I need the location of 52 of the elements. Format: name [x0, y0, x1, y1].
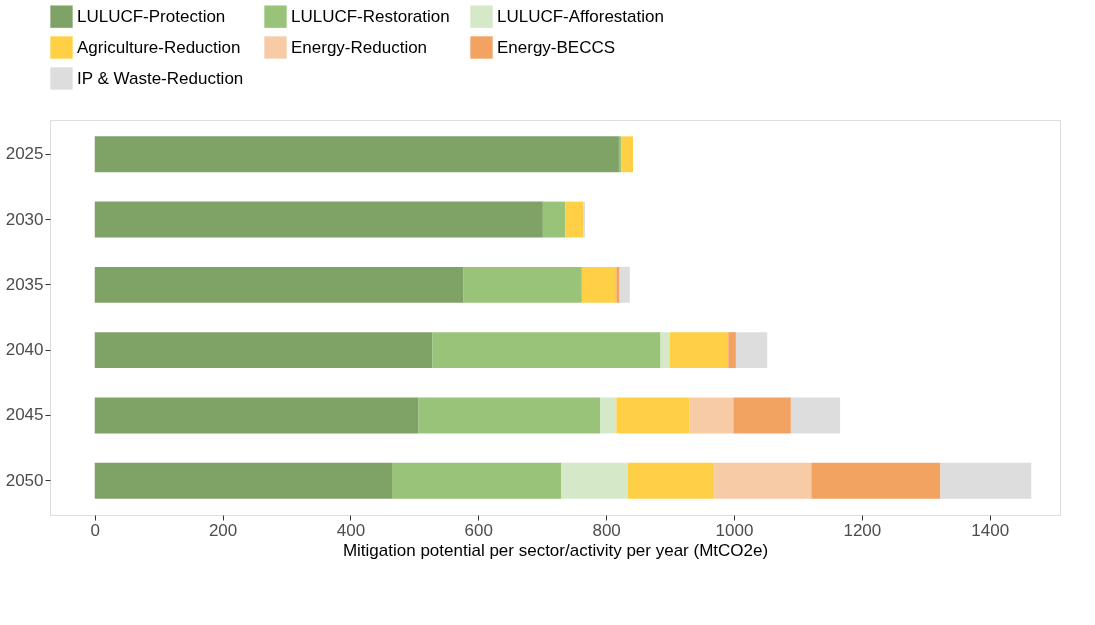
x-tick-label: 800 — [592, 520, 621, 540]
x-tick-label: 1200 — [843, 520, 882, 540]
bar — [811, 462, 941, 499]
bar — [581, 266, 617, 303]
x-tick-label: 400 — [336, 520, 366, 540]
bar — [616, 266, 620, 303]
bar — [790, 397, 841, 434]
bar — [94, 332, 433, 369]
bar — [689, 397, 734, 434]
bar — [733, 397, 791, 434]
bar — [418, 397, 601, 434]
legend-label: Energy-Reduction — [291, 37, 428, 57]
legend-label: LULUCF-Afforestation — [497, 6, 664, 26]
bar — [463, 266, 582, 303]
bar — [627, 462, 715, 499]
bar — [565, 201, 584, 238]
bar — [94, 266, 464, 303]
bar — [600, 397, 617, 434]
y-tick-label: 2050 — [5, 470, 44, 490]
bar — [714, 462, 812, 499]
bar — [616, 397, 690, 434]
bar — [735, 332, 768, 369]
y-tick-label: 2025 — [5, 144, 44, 164]
legend-label: LULUCF-Restoration — [291, 6, 450, 26]
bar — [561, 462, 628, 499]
legend-label: Energy-BECCS — [497, 37, 616, 57]
bar — [621, 136, 633, 173]
bar — [669, 332, 729, 369]
bar — [542, 201, 566, 238]
bar — [728, 332, 736, 369]
y-tick-label: 2045 — [5, 405, 44, 425]
bar — [94, 397, 419, 434]
y-tick-label: 2035 — [5, 274, 44, 294]
x-tick-label: 0 — [90, 520, 100, 540]
x-tick-label: 600 — [464, 520, 493, 540]
x-tick-label: 1400 — [971, 520, 1010, 540]
y-tick-label: 2030 — [5, 209, 44, 229]
bar — [94, 462, 392, 499]
x-tick-label: 1000 — [715, 520, 754, 540]
bar — [94, 136, 619, 173]
legend-label: Agriculture-Reduction — [77, 37, 241, 57]
bar — [391, 462, 562, 499]
bar — [94, 201, 543, 238]
x-tick-label: 200 — [208, 520, 238, 540]
bar — [940, 462, 1032, 499]
bar — [432, 332, 661, 369]
y-tick-label: 2040 — [5, 340, 44, 360]
bar — [619, 266, 630, 303]
x-axis-title: Mitigation potential per sector/activity per year (MtCO2e) — [342, 540, 769, 560]
legend-label: IP & Waste-Reduction — [77, 68, 244, 88]
bar — [660, 332, 670, 369]
legend-label: LULUCF-Protection — [77, 6, 226, 26]
